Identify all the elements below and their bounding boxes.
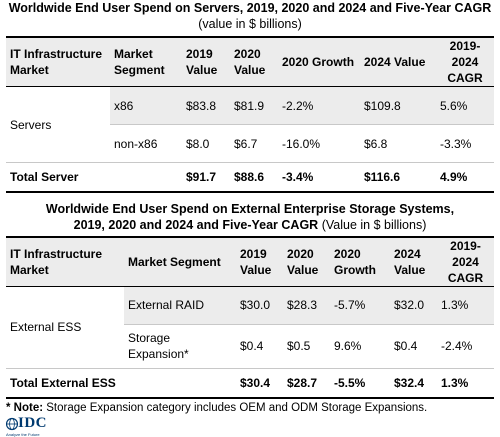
total-row: Total Server $91.7 $88.6 -3.4% $116.6 4.…	[6, 162, 494, 193]
cell-2020: $6.7	[230, 124, 278, 163]
cell-2019: $30.0	[236, 286, 283, 325]
header-2024: 2024 Value	[360, 36, 436, 87]
cell-growth: -5.7%	[330, 286, 390, 325]
header-segment: Market Segment	[110, 36, 182, 87]
cell-2019: $8.0	[182, 124, 230, 163]
group-label: Servers	[6, 86, 110, 163]
globe-icon	[6, 417, 18, 430]
cell-2020: $81.9	[230, 86, 278, 125]
cell-cagr: 1.3%	[437, 286, 494, 325]
table2-header-row: IT Infrastructure Market Market Segment …	[6, 235, 494, 287]
idc-logo: IDC Analyze the Future	[6, 415, 48, 437]
total-growth: -5.5%	[330, 367, 390, 399]
cell-2019: $0.4	[236, 324, 283, 369]
total-2019: $91.7	[182, 162, 230, 193]
cell-2024: $6.8	[360, 124, 436, 163]
header-2024: 2024 Value	[390, 235, 437, 287]
total-2020: $88.6	[230, 162, 278, 193]
total-2024: $32.4	[390, 367, 437, 399]
total-row: Total External ESS $30.4 $28.7 -5.5% $32…	[6, 367, 494, 399]
servers-table: IT Infrastructure Market Market Segment …	[6, 36, 494, 193]
total-label: Total Server	[6, 162, 182, 193]
total-2019: $30.4	[236, 367, 283, 399]
table1-title: Worldwide End User Spend on Servers, 201…	[0, 0, 500, 32]
header-market: IT Infrastructure Market	[6, 235, 124, 287]
total-cagr: 1.3%	[437, 367, 494, 399]
cell-segment: External RAID	[124, 286, 236, 325]
header-growth: 2020 Growth	[330, 235, 390, 287]
table-row: External ESS External RAID $30.0 $28.3 -…	[6, 286, 494, 369]
footnote-label: * Note:	[6, 402, 44, 414]
cell-2020: $0.5	[283, 324, 330, 369]
header-cagr: 2019-2024 CAGR	[437, 235, 494, 287]
header-2020: 2020 Value	[283, 235, 330, 287]
storage-table: IT Infrastructure Market Market Segment …	[6, 235, 494, 399]
header-2020: 2020 Value	[230, 36, 278, 87]
cell-segment: non-x86	[110, 124, 182, 163]
cell-2024: $109.8	[360, 86, 436, 125]
table2-title: Worldwide End User Spend on External Ent…	[0, 201, 500, 233]
total-2020: $28.7	[283, 367, 330, 399]
logo-text: IDC	[18, 415, 48, 431]
header-2019: 2019 Value	[182, 36, 230, 87]
header-growth: 2020 Growth	[278, 36, 360, 87]
table2-title-line1: Worldwide End User Spend on External Ent…	[45, 201, 455, 216]
table2-subtitle: (Value in $ billions)	[321, 217, 427, 232]
cell-cagr: -3.3%	[436, 124, 494, 163]
cell-2020: $28.3	[283, 286, 330, 325]
table-row: Servers x86 $83.8 $81.9 -2.2% $109.8 5.6…	[6, 86, 494, 163]
cell-growth: -16.0%	[278, 124, 360, 163]
footnote: * Note: Storage Expansion category inclu…	[6, 402, 500, 414]
cell-growth: 9.6%	[330, 324, 390, 369]
header-2019: 2019 Value	[236, 235, 283, 287]
cell-growth: -2.2%	[278, 86, 360, 125]
cell-segment: Storage Expansion*	[124, 324, 236, 369]
table2-title-line2: 2019, 2020 and 2024 and Five-Year CAGR	[73, 217, 319, 232]
footnote-text: Storage Expansion category includes OEM …	[46, 402, 428, 414]
total-2024: $116.6	[360, 162, 436, 193]
total-cagr: 4.9%	[436, 162, 494, 193]
header-segment: Market Segment	[124, 235, 236, 287]
cell-segment: x86	[110, 86, 182, 125]
header-cagr: 2019-2024 CAGR	[436, 36, 494, 87]
header-market: IT Infrastructure Market	[6, 36, 110, 87]
cell-2024: $32.0	[390, 286, 437, 325]
table1-title-text: Worldwide End User Spend on Servers, 201…	[8, 1, 492, 15]
total-label: Total External ESS	[6, 367, 236, 399]
cell-2024: $0.4	[390, 324, 437, 369]
group-label: External ESS	[6, 286, 124, 369]
table1-header-row: IT Infrastructure Market Market Segment …	[6, 36, 494, 87]
cell-cagr: 5.6%	[436, 86, 494, 125]
cell-cagr: -2.4%	[437, 324, 494, 369]
table1-subtitle: (value in $ billions)	[198, 17, 302, 31]
total-growth: -3.4%	[278, 162, 360, 193]
cell-2019: $83.8	[182, 86, 230, 125]
logo-tagline: Analyze the Future	[6, 432, 40, 437]
